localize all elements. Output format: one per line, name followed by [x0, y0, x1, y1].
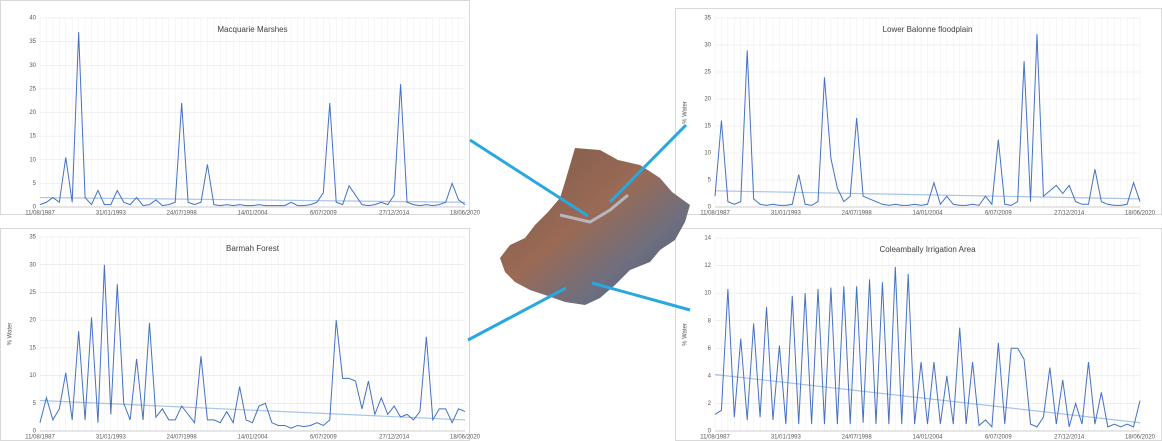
- x-tick-label: 11/08/1987: [25, 211, 55, 217]
- y-tick-label: 35: [704, 16, 711, 22]
- x-tick-label: 24/07/1998: [842, 435, 873, 441]
- y-tick-label: 25: [29, 86, 36, 92]
- x-tick-label: 18/06/2020: [450, 435, 481, 441]
- x-tick-label: 11/08/1987: [700, 435, 730, 441]
- x-tick-label: 11/08/1987: [25, 435, 55, 441]
- y-tick-label: 15: [29, 134, 36, 140]
- x-tick-label: 14/01/2004: [912, 211, 943, 217]
- x-tick-label: 31/01/1993: [771, 435, 802, 441]
- chart-title: Coleambally Irrigation Area: [879, 245, 976, 254]
- x-tick-label: 31/01/1993: [96, 435, 127, 441]
- y-tick-label: 15: [29, 345, 36, 351]
- y-tick-label: 10: [29, 373, 36, 379]
- y-tick-label: 30: [29, 63, 36, 69]
- y-tick-label: 20: [29, 318, 36, 324]
- chart-title: Lower Balonne floodplain: [883, 25, 973, 34]
- x-tick-label: 18/06/2020: [1125, 211, 1156, 217]
- x-tick-label: 6/07/2009: [310, 211, 337, 217]
- x-tick-label: 27/12/2014: [1054, 435, 1085, 441]
- x-tick-label: 24/07/1998: [167, 211, 198, 217]
- x-tick-label: 27/12/2014: [379, 435, 410, 441]
- y-axis-label: % Water: [683, 323, 689, 346]
- y-tick-label: 25: [704, 70, 711, 76]
- y-tick-label: 10: [704, 291, 711, 297]
- y-tick-label: 15: [704, 124, 711, 130]
- x-tick-label: 6/07/2009: [985, 211, 1012, 217]
- x-tick-label: 31/01/1993: [771, 211, 802, 217]
- y-axis-label: % Water: [8, 323, 14, 346]
- catchment-map: [468, 125, 690, 340]
- y-tick-label: 25: [29, 290, 36, 296]
- y-tick-label: 10: [704, 151, 711, 157]
- y-tick-label: 14: [704, 236, 711, 242]
- x-tick-label: 24/07/1998: [842, 211, 873, 217]
- x-tick-label: 14/01/2004: [237, 435, 268, 441]
- y-tick-label: 12: [704, 263, 711, 269]
- x-tick-label: 27/12/2014: [1054, 211, 1085, 217]
- y-axis-label: % Water: [683, 101, 689, 124]
- x-tick-label: 24/07/1998: [167, 435, 198, 441]
- y-tick-label: 35: [29, 39, 36, 45]
- y-tick-label: 40: [29, 16, 36, 22]
- x-tick-label: 14/01/2004: [912, 435, 943, 441]
- x-tick-label: 6/07/2009: [310, 435, 337, 441]
- map-shape: [500, 148, 690, 305]
- chart-title: Barmah Forest: [226, 244, 280, 253]
- y-tick-label: 20: [29, 110, 36, 116]
- x-tick-label: 31/01/1993: [96, 211, 127, 217]
- page: 0246810121411/08/198731/01/199324/07/199…: [0, 0, 1162, 441]
- x-tick-label: 11/08/1987: [700, 211, 730, 217]
- x-tick-label: 6/07/2009: [985, 435, 1012, 441]
- y-tick-label: 30: [29, 262, 36, 268]
- x-tick-label: 18/06/2020: [1125, 435, 1156, 441]
- y-tick-label: 20: [704, 97, 711, 103]
- pointer-arrow: [468, 288, 566, 340]
- y-tick-label: 30: [704, 43, 711, 49]
- y-tick-label: 10: [29, 157, 36, 163]
- x-tick-label: 18/06/2020: [450, 211, 481, 217]
- chart-title: Macquarie Marshes: [217, 25, 287, 34]
- y-tick-label: 35: [29, 235, 36, 241]
- x-tick-label: 14/01/2004: [237, 211, 268, 217]
- x-tick-label: 27/12/2014: [379, 211, 410, 217]
